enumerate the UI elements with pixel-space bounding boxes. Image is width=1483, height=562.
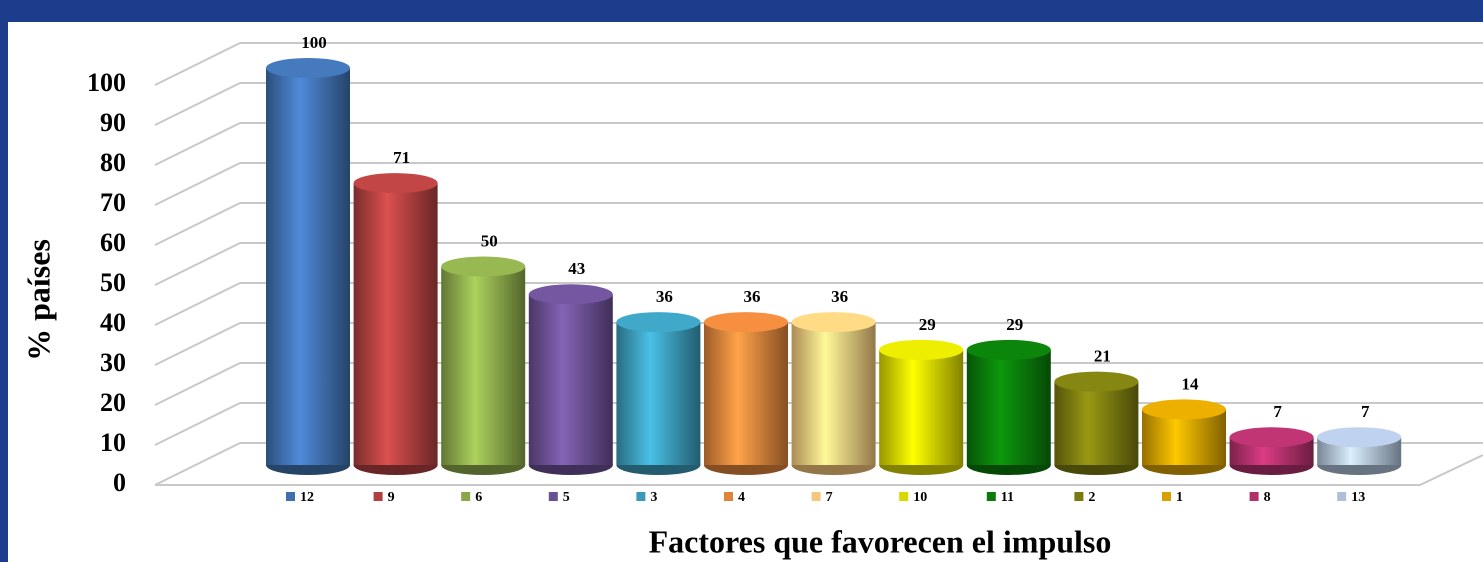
legend-label: 11 — [1001, 490, 1014, 505]
bar-body — [528, 294, 613, 465]
y-tick-label: 100 — [87, 68, 126, 97]
y-tick-label: 70 — [100, 188, 126, 217]
bar-body — [616, 322, 701, 465]
grid-line — [154, 242, 1483, 286]
legend-swatch — [548, 492, 558, 501]
value-label: 14 — [1182, 374, 1200, 393]
legend-label: 1 — [1176, 490, 1183, 505]
bar-body — [966, 349, 1051, 465]
bar-top — [353, 173, 438, 194]
bar-top — [966, 339, 1051, 360]
value-label: 36 — [831, 287, 848, 306]
bar — [1229, 427, 1314, 475]
bar — [616, 312, 701, 475]
grid-line — [154, 202, 1483, 246]
bar — [353, 173, 438, 475]
bar-top — [1317, 427, 1402, 448]
value-label: 36 — [656, 287, 673, 306]
legend-label: 3 — [650, 490, 657, 505]
legend-label: 10 — [913, 490, 927, 505]
legend-swatch — [1162, 492, 1171, 501]
bar — [1054, 371, 1139, 475]
legend-swatch — [811, 492, 821, 501]
y-tick-label: 20 — [100, 388, 126, 417]
bar — [1317, 427, 1402, 475]
grid-line — [154, 162, 1483, 206]
legend-label: 12 — [300, 490, 314, 505]
bar-body — [441, 266, 526, 465]
legend-swatch — [636, 492, 646, 501]
legend-swatch — [286, 492, 295, 501]
grid-line — [154, 122, 1483, 166]
value-label: 7 — [1273, 402, 1282, 421]
legend-swatch — [899, 492, 909, 501]
bar — [1142, 399, 1226, 475]
grid-line — [154, 282, 1483, 326]
value-label: 29 — [919, 315, 936, 334]
bar — [879, 339, 964, 475]
grid-line — [154, 42, 1483, 86]
bar-top — [704, 312, 788, 333]
value-label: 36 — [744, 287, 761, 306]
legend-swatch — [1337, 492, 1347, 501]
bar-top — [1142, 399, 1226, 420]
legend-swatch — [461, 492, 471, 501]
y-tick-label: 40 — [100, 308, 126, 337]
legend-label: 6 — [475, 490, 482, 505]
legend-label: 13 — [1351, 490, 1365, 505]
y-tick-label: 0 — [113, 468, 126, 497]
bar-top — [266, 58, 350, 78]
y-tick-label: 30 — [100, 348, 126, 377]
bar-body — [791, 322, 876, 465]
bar-body — [1054, 381, 1139, 465]
bar — [528, 284, 613, 475]
bar — [704, 312, 788, 475]
y-tick-label: 90 — [100, 108, 126, 137]
legend-swatch — [1249, 492, 1259, 501]
bar-body — [266, 68, 350, 465]
legend-label: 8 — [1264, 490, 1271, 505]
legend-swatch — [373, 492, 383, 501]
floor-edge — [155, 454, 1483, 486]
legend-label: 4 — [738, 490, 745, 505]
bar — [966, 339, 1051, 475]
bar — [441, 256, 526, 475]
bar-top — [616, 312, 701, 333]
value-label: 7 — [1361, 402, 1370, 421]
legend-label: 9 — [388, 490, 395, 505]
bar-top — [1229, 427, 1314, 448]
legend-label: 5 — [563, 490, 570, 505]
value-label: 43 — [568, 259, 585, 278]
x-axis-title: Factores que favorecen el impulso — [649, 523, 1112, 559]
bar-top — [1054, 371, 1139, 392]
legend-label: 2 — [1088, 490, 1095, 505]
y-tick-label: 10 — [100, 428, 126, 457]
bar-body — [879, 349, 964, 465]
value-label: 100 — [301, 33, 327, 52]
legend-label: 7 — [826, 490, 833, 505]
legend-swatch — [1074, 492, 1084, 501]
bar-top — [441, 256, 526, 277]
legend-swatch — [724, 492, 733, 501]
bar-body — [704, 322, 788, 465]
y-tick-label: 60 — [100, 228, 126, 257]
bar-top — [879, 339, 964, 360]
y-tick-label: 50 — [100, 268, 126, 297]
bar — [791, 312, 876, 475]
y-axis-title: % países — [20, 239, 56, 361]
bar — [266, 58, 350, 475]
bar-body — [353, 183, 438, 465]
value-label: 50 — [481, 231, 498, 250]
bar-top — [791, 312, 876, 333]
grid-line — [154, 322, 1483, 366]
legend-swatch — [986, 492, 996, 501]
grid-line — [154, 82, 1483, 126]
bar-top — [528, 284, 613, 305]
value-label: 71 — [393, 148, 410, 167]
value-label: 29 — [1006, 315, 1023, 334]
grid-line — [154, 362, 1483, 406]
value-label: 21 — [1094, 347, 1111, 366]
y-tick-label: 80 — [100, 148, 126, 177]
